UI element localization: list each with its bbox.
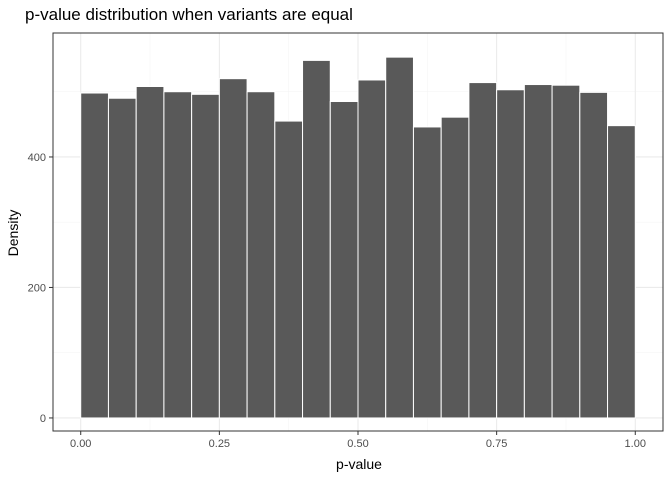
histogram-bar xyxy=(191,93,220,419)
histogram-bar xyxy=(357,79,387,419)
histogram-bar xyxy=(551,84,581,419)
y-axis-title: Density xyxy=(5,210,21,257)
histogram-bar xyxy=(163,91,193,419)
histogram-bar xyxy=(440,116,470,419)
y-tick-label: 0 xyxy=(40,413,46,425)
y-tick-label: 200 xyxy=(28,282,46,294)
x-tick-label: 0.00 xyxy=(70,438,91,450)
histogram-bar xyxy=(496,89,525,419)
x-tick-label: 0.50 xyxy=(347,438,368,450)
chart-title: p-value distribution when variants are e… xyxy=(25,5,353,24)
histogram-bar xyxy=(468,82,498,419)
histogram-bar xyxy=(80,92,109,419)
histogram-bar xyxy=(385,56,414,419)
histogram-bar xyxy=(523,84,553,419)
histogram-bar xyxy=(302,59,331,419)
axes: 0.00 0.25 0.50 0.75 1.00 0 200 400 xyxy=(28,152,646,450)
histogram-bars xyxy=(80,56,636,419)
x-tick-label: 0.25 xyxy=(209,438,230,450)
x-axis-title: p-value xyxy=(336,456,382,472)
y-tick-label: 400 xyxy=(28,152,46,164)
histogram-bar xyxy=(246,91,276,419)
histogram-bar xyxy=(607,125,636,419)
histogram-bar xyxy=(274,120,304,419)
histogram-bar xyxy=(412,126,442,419)
x-tick-label: 1.00 xyxy=(625,438,646,450)
histogram-bar xyxy=(218,78,248,419)
histogram-bar xyxy=(329,101,359,419)
x-tick-label: 0.75 xyxy=(486,438,507,450)
histogram-bar xyxy=(579,91,609,419)
histogram-bar xyxy=(107,97,137,419)
histogram-bar xyxy=(135,86,165,419)
